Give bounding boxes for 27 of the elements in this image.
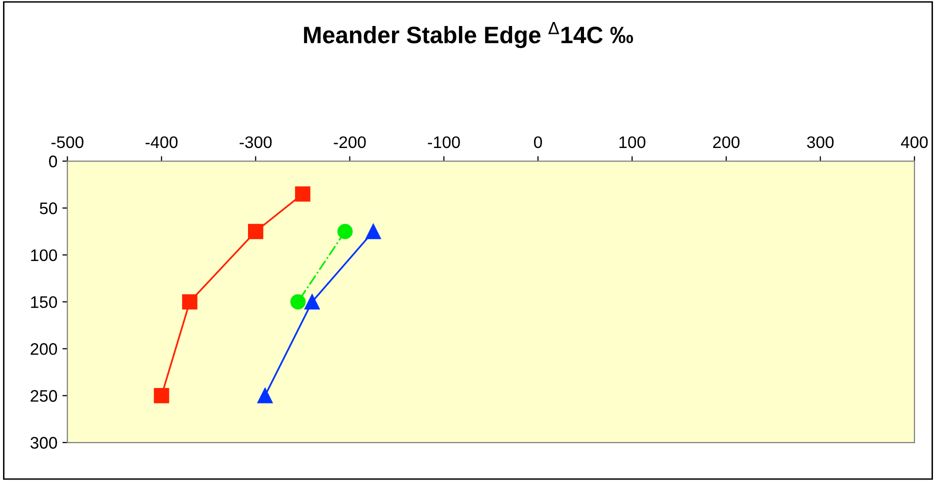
- point: [182, 294, 198, 310]
- x-tick-label: -500: [51, 136, 84, 148]
- point: [366, 224, 381, 240]
- y-tick-label: 50: [40, 202, 58, 214]
- y-tick-label: 0: [49, 156, 58, 168]
- x-tick-label: 200: [713, 136, 740, 148]
- point: [304, 294, 320, 310]
- point: [337, 224, 353, 240]
- x-tick-label: -300: [240, 136, 272, 148]
- chart-title: Meander Stable Edge $^{Δ}$14C ‰: [304, 22, 634, 48]
- y-tick-label: 300: [30, 436, 58, 449]
- x-tick-label: 100: [619, 136, 646, 148]
- point: [290, 294, 306, 310]
- x-tick-label: 300: [807, 136, 834, 148]
- y-tick-label: 250: [30, 390, 58, 402]
- y-tick-label: 200: [30, 343, 58, 355]
- x-tick-label: -400: [146, 136, 178, 148]
- y-tick-label: 150: [31, 296, 58, 308]
- x-tick-label: -200: [334, 136, 366, 148]
- point: [248, 224, 264, 240]
- point: [295, 186, 310, 202]
- x-tick-label: 400: [900, 136, 928, 148]
- x-tick-label: -100: [428, 136, 460, 148]
- y-tick-label: 100: [31, 249, 58, 262]
- point: [257, 388, 273, 404]
- point: [154, 388, 170, 404]
- x-tick-label: 0: [534, 136, 542, 148]
